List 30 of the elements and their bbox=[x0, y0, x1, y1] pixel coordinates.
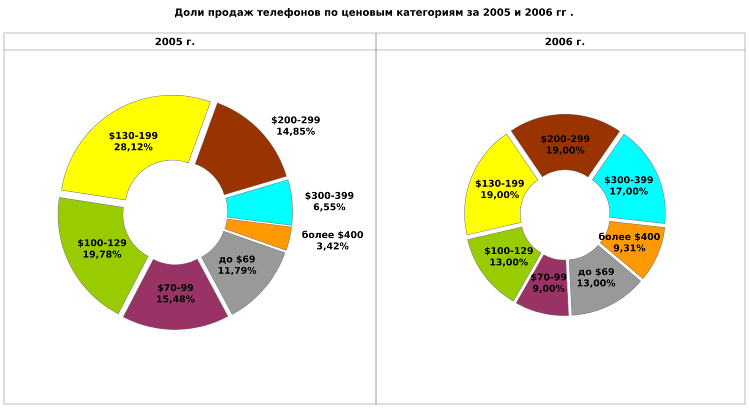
slice-label: до $69 bbox=[578, 268, 614, 276]
data-label: 3,42% bbox=[317, 242, 349, 251]
slice-label: до $69 bbox=[219, 255, 255, 264]
slice-label: $100-129 bbox=[78, 239, 126, 248]
slice-label: $70-99 bbox=[531, 273, 566, 282]
data-label: 13,00% bbox=[490, 258, 528, 267]
slice-label: $200-299 bbox=[272, 116, 320, 125]
data-label: 9,00% bbox=[532, 284, 565, 294]
slice-label: $200-299 bbox=[541, 135, 590, 144]
slice-label: более $400 bbox=[302, 230, 364, 240]
chart-title: 2005 г. bbox=[156, 38, 194, 46]
data-label: 6,55% bbox=[314, 203, 346, 212]
data-label: 17,00% bbox=[610, 188, 648, 196]
data-label: 19,78% bbox=[84, 250, 122, 259]
data-label: 28,12% bbox=[114, 143, 153, 152]
data-label: 19,00% bbox=[546, 146, 584, 155]
chart-title: 2006 г. bbox=[546, 38, 584, 46]
text: Доли продаж телефонов по ценовым категориям за 2005 и 2006 гг . bbox=[174, 8, 573, 18]
slice-label: $70-99 bbox=[158, 284, 194, 292]
slice-label: $300-399 bbox=[604, 176, 653, 185]
slice-label: $300-399 bbox=[305, 192, 354, 200]
slice-label: $130-199 bbox=[109, 132, 158, 140]
data-label: 19,00% bbox=[481, 191, 519, 200]
data-label: 14,85% bbox=[277, 128, 315, 136]
slice-label: $100-129 bbox=[484, 246, 533, 256]
data-label: 13,00% bbox=[578, 279, 616, 288]
data-label: 9,31% bbox=[614, 244, 646, 253]
data-label: 15,48% bbox=[157, 295, 195, 304]
data-label: 11,79% bbox=[218, 266, 256, 276]
slice-label: $130-199 bbox=[476, 180, 524, 188]
